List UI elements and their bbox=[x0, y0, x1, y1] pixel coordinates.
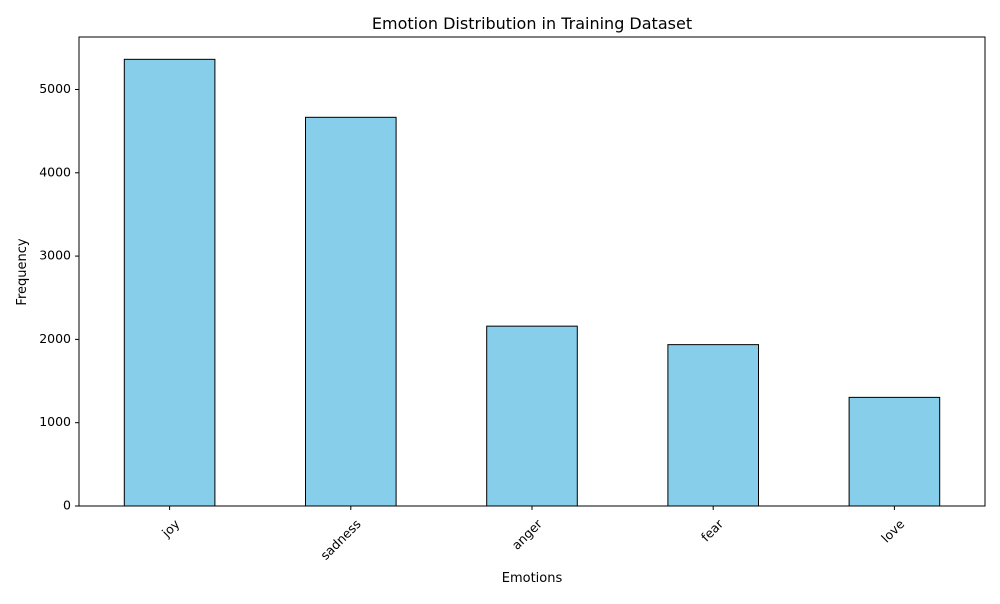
y-tick-label: 5000 bbox=[39, 81, 71, 96]
bar-sadness bbox=[305, 116, 397, 507]
y-axis-ticks: 0 1000 2000 3000 4000 5000 bbox=[39, 81, 79, 513]
bar-fear bbox=[667, 344, 760, 507]
y-tick-label: 2000 bbox=[39, 331, 71, 346]
y-axis-label: Frequency bbox=[15, 238, 30, 305]
y-tick-label: 4000 bbox=[39, 164, 71, 179]
y-tick-label: 0 bbox=[63, 498, 71, 513]
bar-anger bbox=[486, 325, 578, 507]
bar-joy bbox=[123, 58, 216, 507]
plot-area-frame bbox=[78, 36, 986, 507]
chart-title: Emotion Distribution in Training Dataset bbox=[372, 14, 692, 33]
x-axis-label: Emotions bbox=[502, 571, 563, 586]
y-tick-label: 1000 bbox=[39, 414, 71, 429]
bar-love bbox=[848, 396, 941, 507]
y-tick-label: 3000 bbox=[39, 248, 71, 263]
bars-group bbox=[123, 58, 941, 507]
